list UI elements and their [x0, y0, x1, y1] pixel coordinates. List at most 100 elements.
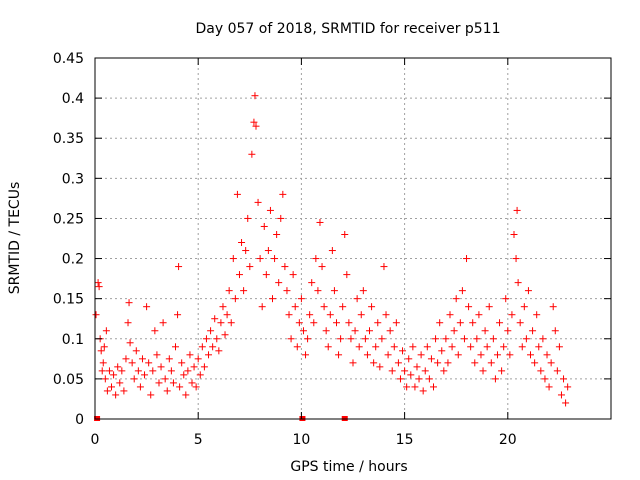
data-point	[506, 351, 514, 359]
data-point	[277, 214, 285, 222]
data-point	[551, 327, 559, 335]
data-point	[425, 375, 433, 383]
data-point	[112, 391, 120, 399]
data-point	[194, 355, 202, 363]
data-point	[562, 399, 570, 407]
data-point	[384, 351, 392, 359]
data-point	[186, 351, 194, 359]
data-point	[376, 363, 384, 371]
data-point	[469, 319, 477, 327]
data-point	[436, 319, 444, 327]
data-point	[518, 343, 526, 351]
data-point	[188, 379, 196, 387]
data-point	[244, 214, 252, 222]
data-point	[295, 319, 303, 327]
y-tick-label: 0.4	[62, 91, 84, 107]
data-point	[450, 327, 458, 335]
data-point	[533, 311, 541, 319]
data-point	[500, 343, 508, 351]
data-point	[366, 327, 374, 335]
data-point	[227, 319, 235, 327]
x-tick-label: 10	[292, 432, 310, 448]
data-point	[487, 359, 495, 367]
data-point	[448, 343, 456, 351]
data-point	[209, 343, 217, 351]
data-point	[167, 367, 175, 375]
data-point	[248, 150, 256, 158]
data-point	[229, 255, 237, 263]
data-point	[114, 363, 122, 371]
data-point	[413, 363, 421, 371]
data-point	[250, 118, 258, 126]
data-point	[343, 271, 351, 279]
data-point	[94, 279, 102, 287]
data-point	[221, 331, 229, 339]
data-point	[446, 311, 454, 319]
data-point	[545, 383, 553, 391]
data-point	[157, 363, 165, 371]
data-point	[553, 367, 561, 375]
y-tick-label: 0.25	[53, 211, 84, 227]
data-point	[151, 327, 159, 335]
data-point	[564, 383, 572, 391]
data-point	[332, 319, 340, 327]
data-point	[368, 303, 376, 311]
data-point	[396, 375, 404, 383]
data-point	[347, 335, 355, 343]
data-point	[99, 359, 107, 367]
data-point	[496, 319, 504, 327]
data-point	[266, 206, 274, 214]
x-tick-label: 0	[91, 432, 100, 448]
data-point	[202, 335, 210, 343]
data-point	[310, 319, 318, 327]
data-point	[122, 355, 130, 363]
data-point	[440, 367, 448, 375]
data-point	[504, 327, 512, 335]
data-point	[372, 343, 380, 351]
data-point	[339, 303, 347, 311]
data-point	[549, 303, 557, 311]
axis-ticks: 0 0.05 0.1 0.15 0.2 0.25 0.3 0.35 0.4 0.45 0 5 10 15 2…	[53, 51, 611, 448]
data-point	[452, 295, 460, 303]
data-point	[223, 311, 231, 319]
data-point	[169, 379, 177, 387]
x-tick-label: 20	[499, 432, 517, 448]
x-axis-label: GPS time / hours	[290, 459, 407, 475]
data-point	[345, 319, 353, 327]
data-point	[260, 222, 268, 230]
data-point	[537, 367, 545, 375]
data-point	[399, 347, 407, 355]
data-point	[132, 347, 140, 355]
data-point	[128, 359, 136, 367]
data-point	[527, 351, 535, 359]
data-point	[287, 335, 295, 343]
data-point	[355, 343, 363, 351]
data-point	[219, 303, 227, 311]
data-point	[258, 303, 266, 311]
data-point	[105, 367, 113, 375]
data-point	[543, 351, 551, 359]
data-point	[275, 279, 283, 287]
data-point	[235, 271, 243, 279]
data-point	[475, 311, 483, 319]
data-point	[171, 343, 179, 351]
data-point	[471, 359, 479, 367]
data-point	[485, 303, 493, 311]
data-point	[108, 383, 116, 391]
data-point	[458, 287, 466, 295]
data-point	[429, 383, 437, 391]
data-point	[335, 351, 343, 359]
data-point	[134, 367, 142, 375]
data-point	[200, 363, 208, 371]
data-point	[529, 327, 537, 335]
data-point	[363, 351, 371, 359]
data-point	[211, 315, 219, 323]
data-point	[401, 367, 409, 375]
data-point	[516, 319, 524, 327]
data-point	[246, 263, 254, 271]
data-point	[479, 367, 487, 375]
data-point	[560, 375, 568, 383]
data-point	[271, 255, 279, 263]
data-point	[522, 335, 530, 343]
data-point	[145, 359, 153, 367]
